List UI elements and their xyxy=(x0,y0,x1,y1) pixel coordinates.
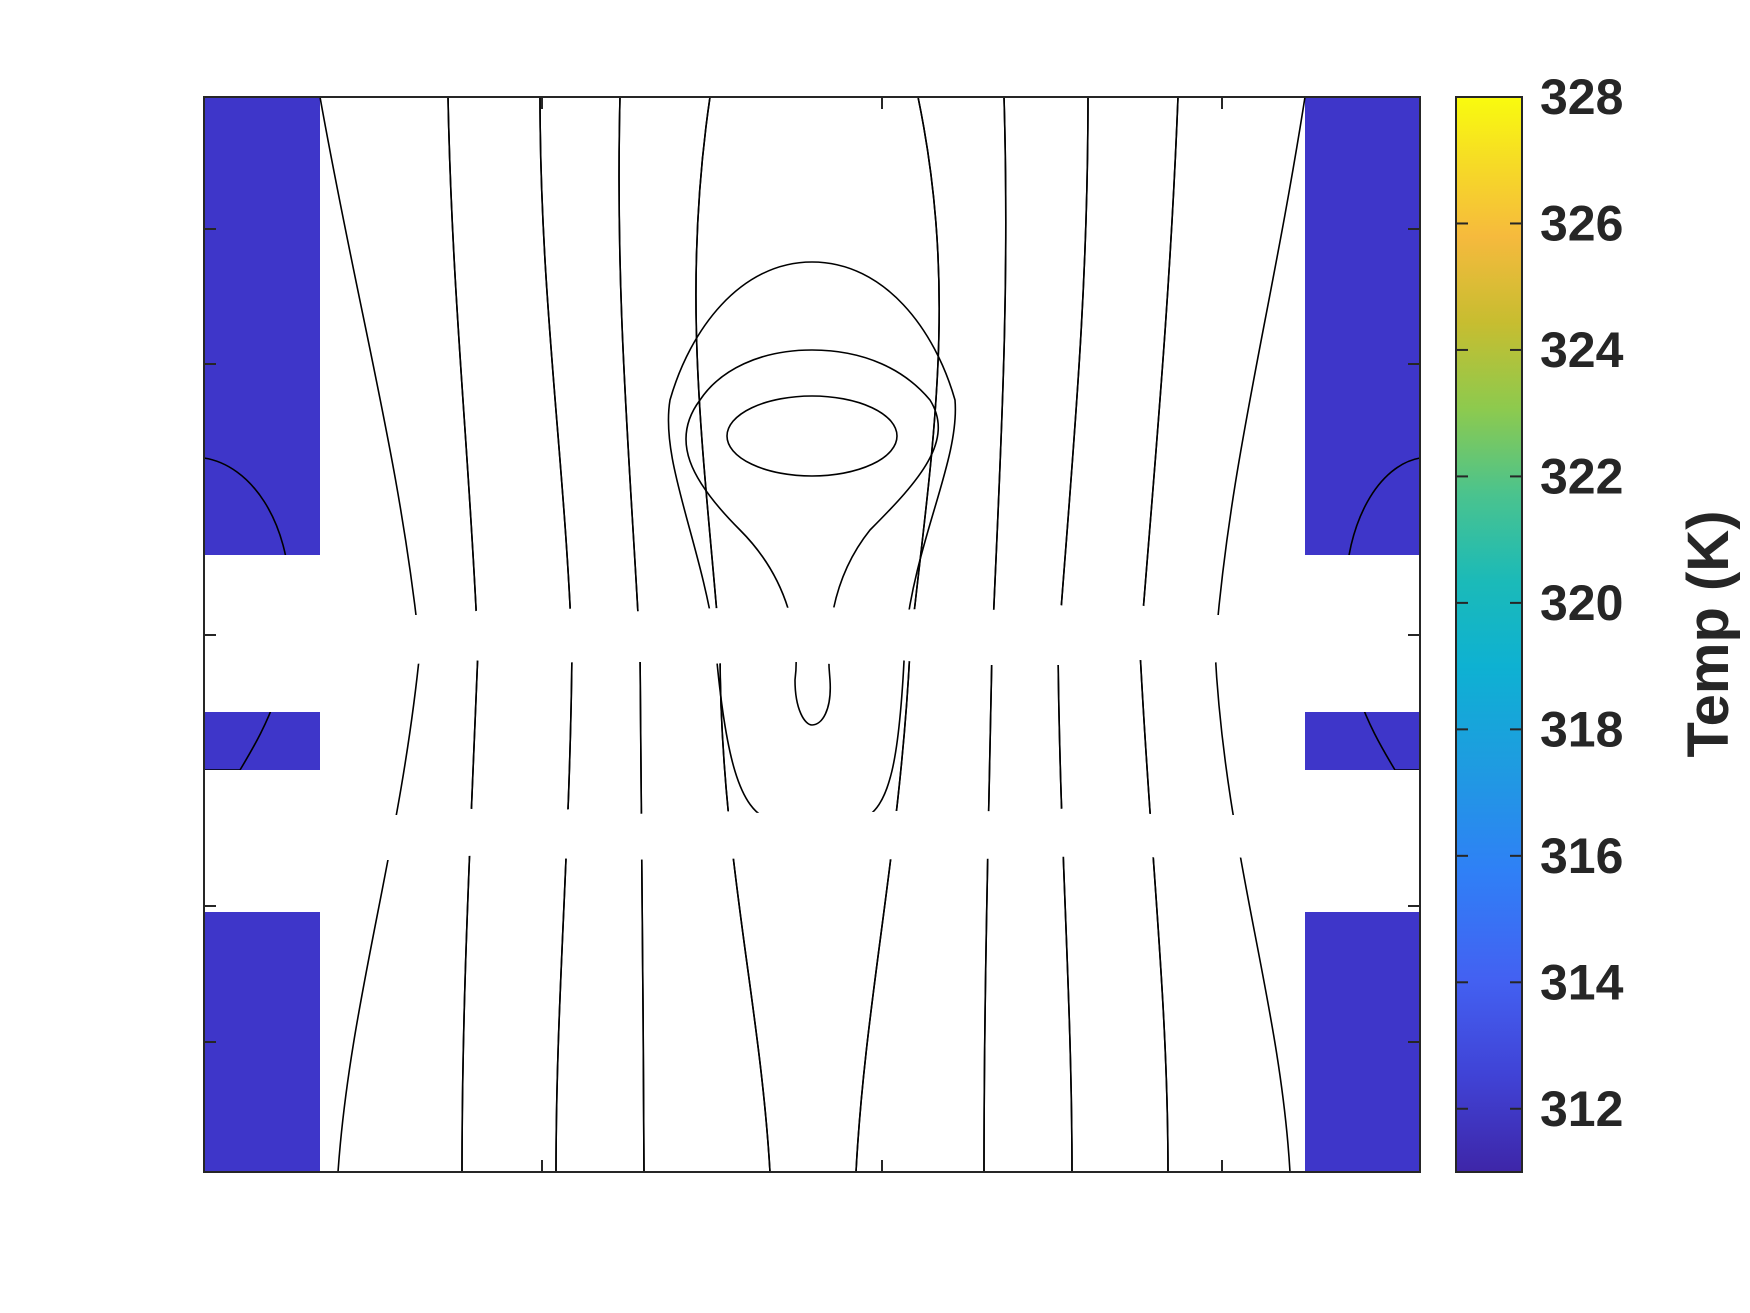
colorbar-tick-label-328: 328 xyxy=(1540,69,1623,125)
colorbar-tick-label-314: 314 xyxy=(1540,954,1624,1010)
contour-plot xyxy=(204,97,1420,1172)
colorbar-tick-label-324: 324 xyxy=(1540,322,1624,378)
region-324 xyxy=(667,261,957,821)
colorbar-tick-label-318: 318 xyxy=(1540,701,1623,757)
colorbar: 312 314 316 318 320 322 324 326 328 Temp (K) xyxy=(1455,69,1741,1173)
region-326 xyxy=(685,349,940,726)
colorbar-label: Temp (K) xyxy=(1676,510,1741,757)
colorbar-tick-label-322: 322 xyxy=(1540,448,1623,504)
region-328-peak xyxy=(726,395,898,477)
plot-ticks xyxy=(204,97,1420,1172)
mask-channel-lower xyxy=(204,770,1420,912)
colorbar-tick-label-320: 320 xyxy=(1540,575,1623,631)
colorbar-tick-label-316: 316 xyxy=(1540,828,1623,884)
colorbar-gradient xyxy=(1455,96,1523,1173)
colorbar-tick-label-326: 326 xyxy=(1540,195,1623,251)
mask-channel-upper xyxy=(204,555,1420,712)
colorbar-tick-label-312: 312 xyxy=(1540,1081,1623,1137)
colorbar-ticks: 312 314 316 318 320 322 324 326 328 xyxy=(1456,69,1624,1137)
